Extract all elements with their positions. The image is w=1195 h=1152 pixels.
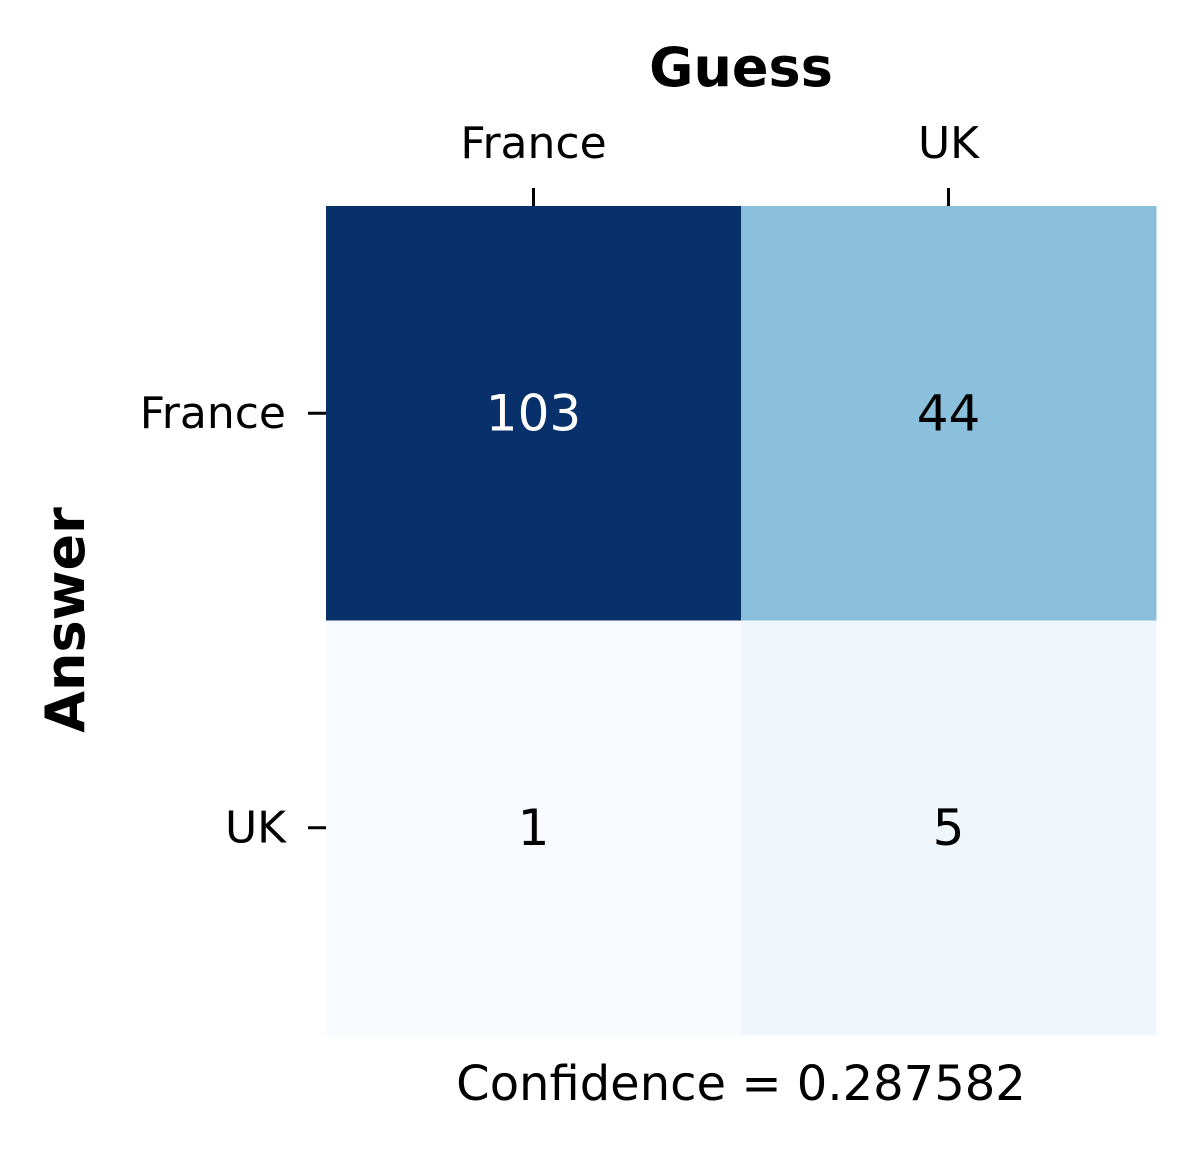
heatmap-cell (326, 206, 742, 621)
cell-value-label: 103 (486, 384, 581, 442)
x-tick-label: France (460, 118, 606, 169)
cell-value-label: 44 (917, 384, 981, 442)
confidence-caption: Confidence = 0.287582 (456, 1056, 1026, 1112)
heatmap-cell (326, 620, 742, 1036)
y-axis-title: Answer (34, 507, 97, 733)
cell-value-label: 1 (518, 799, 550, 857)
heatmap-cells: 103 44 1 5 (326, 206, 1157, 1036)
x-tick-label: UK (918, 118, 980, 169)
y-tick-label: UK (225, 802, 287, 853)
heatmap-cell (741, 206, 1157, 621)
y-ticks: France UK (140, 388, 326, 853)
x-ticks: France UK (460, 118, 980, 206)
x-axis-title: Guess (649, 36, 833, 99)
y-tick-label: France (140, 388, 286, 439)
cell-value-label: 5 (933, 799, 965, 857)
heatmap-cell (741, 620, 1157, 1036)
